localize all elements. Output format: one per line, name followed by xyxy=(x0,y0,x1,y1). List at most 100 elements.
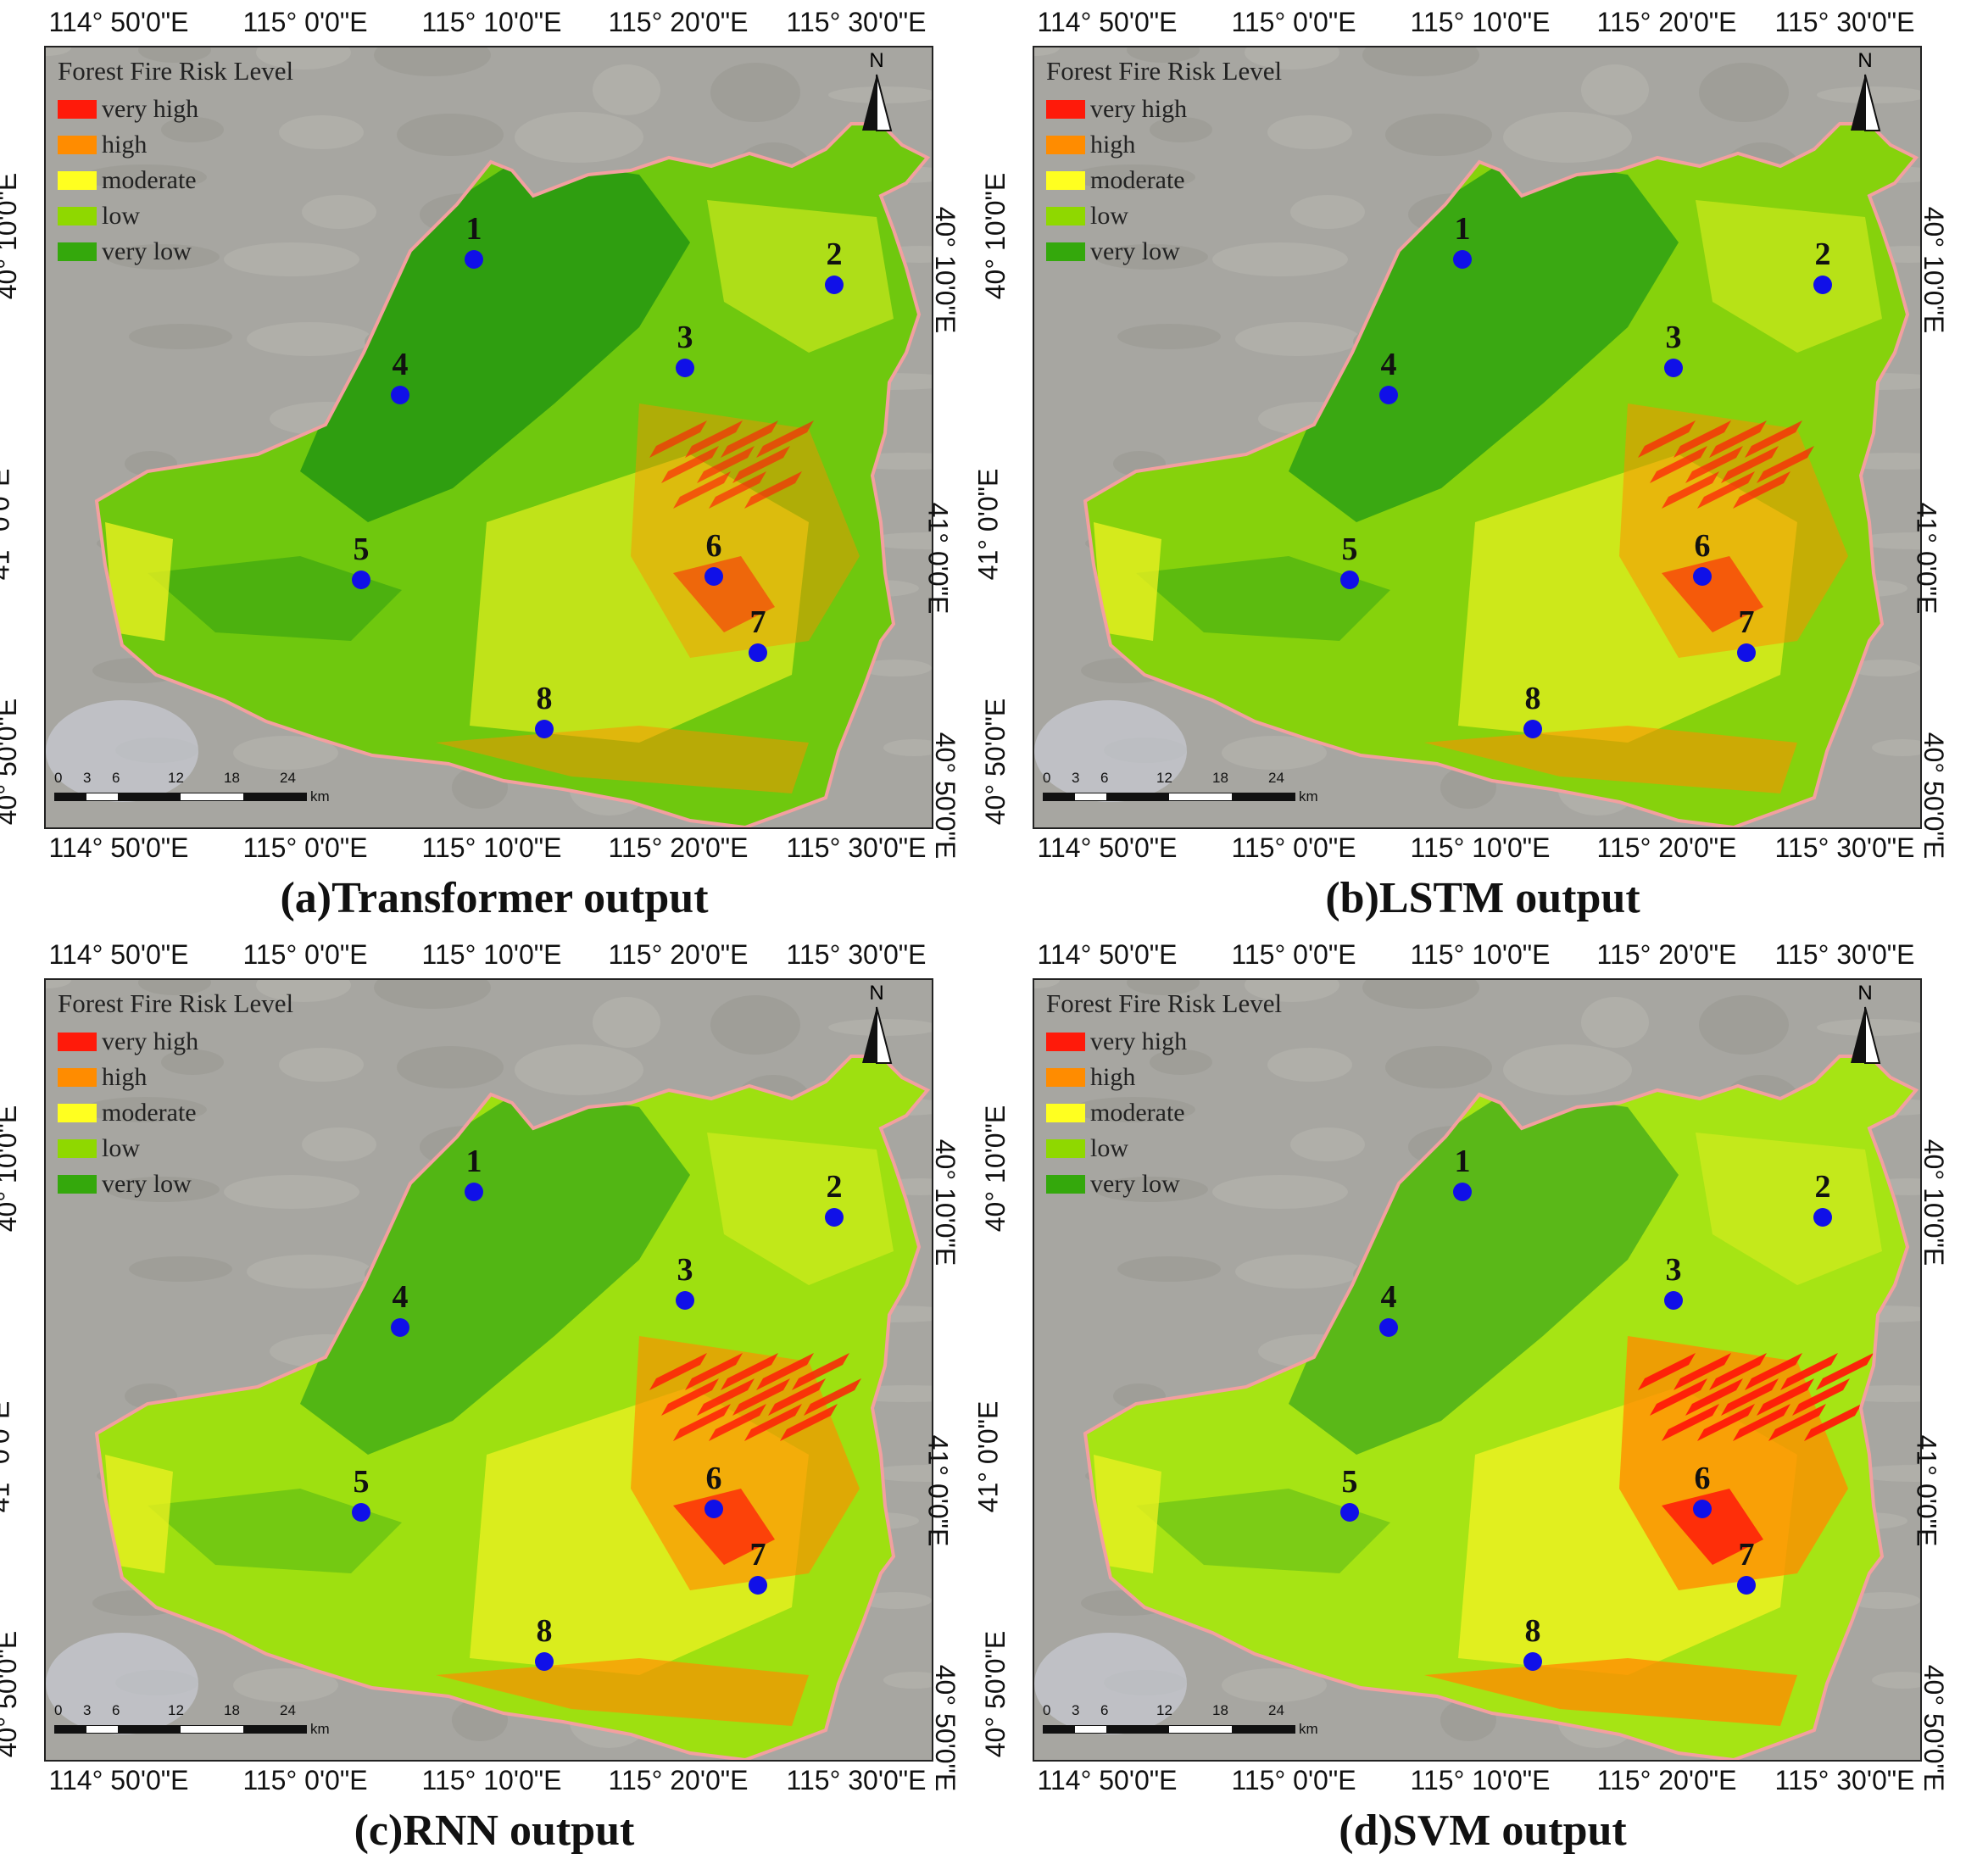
scale-tick: 6 xyxy=(1100,1702,1109,1718)
site-marker xyxy=(1813,1208,1832,1227)
legend-item-very-high: very high xyxy=(1046,1024,1282,1060)
scale-bar-graphic xyxy=(54,793,307,801)
legend-swatch xyxy=(58,1104,97,1122)
legend-swatch xyxy=(1046,1104,1085,1122)
scale-tick: 0 xyxy=(54,770,63,786)
site-label: 5 xyxy=(353,1464,370,1500)
risk-zone-very-high xyxy=(697,446,755,483)
site-label: 7 xyxy=(1738,1537,1755,1573)
site-label: 1 xyxy=(465,211,482,247)
legend-label: very low xyxy=(1090,237,1180,265)
legend-item-low: low xyxy=(58,198,293,234)
legend-item-very-high: very high xyxy=(58,92,293,127)
risk-zone-very-high xyxy=(1662,1489,1763,1565)
risk-zone-very-high xyxy=(1757,446,1814,483)
bottom-longitude-tick: 115° 20'0"E xyxy=(1596,1765,1737,1795)
legend-item-very-low: very low xyxy=(58,234,293,270)
terrain-texture xyxy=(1034,980,1060,988)
site-marker xyxy=(1340,1503,1359,1522)
risk-zone-very-high xyxy=(685,420,743,458)
terrain-texture xyxy=(1094,244,1208,270)
scale-bar-graphic xyxy=(1043,793,1295,801)
terrain-texture xyxy=(1581,997,1649,1048)
site-label: 1 xyxy=(1454,211,1471,247)
terrain-texture xyxy=(515,112,643,163)
risk-zone-very-high xyxy=(1721,446,1779,483)
north-arrow-icon: N xyxy=(1844,49,1886,137)
scale-tick: 3 xyxy=(83,770,92,786)
risk-zone-very-high xyxy=(1650,446,1707,483)
terrain-texture xyxy=(1385,114,1492,156)
site-label: 2 xyxy=(826,237,843,272)
terrain-texture xyxy=(1581,64,1649,115)
legend-label: very high xyxy=(1090,95,1188,123)
legend-item-low: low xyxy=(58,1131,293,1166)
top-longitude-tick: 115° 20'0"E xyxy=(608,939,749,970)
risk-zone-high xyxy=(436,1658,809,1726)
terrain-texture xyxy=(138,980,211,995)
risk-zone-very-high xyxy=(1662,556,1763,632)
terrain-texture xyxy=(46,980,71,988)
scale-tick: 0 xyxy=(54,1702,63,1718)
risk-zone-very-high xyxy=(744,471,802,509)
terrain-texture xyxy=(129,1256,232,1282)
side-latitude-tick: 40° 50'0"E xyxy=(980,698,1011,826)
legend: Forest Fire Risk Level very high high mo… xyxy=(1046,988,1282,1202)
legend-label: high xyxy=(1090,131,1136,159)
north-arrow-glyph xyxy=(1851,74,1881,131)
side-latitude-tick: 41° 0'0"E xyxy=(0,468,15,581)
site-marker xyxy=(749,1576,767,1595)
risk-zone-very-high xyxy=(661,446,719,483)
legend-label: moderate xyxy=(1090,1099,1185,1127)
scale-tick: 12 xyxy=(168,1702,184,1718)
site-label: 1 xyxy=(1454,1144,1471,1179)
bottom-longitude-tick: 115° 30'0"E xyxy=(786,1765,927,1795)
top-longitude-tick: 115° 10'0"E xyxy=(1410,939,1551,970)
side-latitude-tick: 40° 10'0"E xyxy=(0,1105,23,1233)
legend-label: low xyxy=(102,202,140,230)
terrain-texture xyxy=(883,1672,932,1689)
terrain-texture xyxy=(256,980,351,1002)
risk-zone-very-high xyxy=(673,556,775,632)
terrain-texture xyxy=(1072,1097,1195,1122)
scale-bar-graphic xyxy=(54,1725,307,1734)
risk-zone-very-high xyxy=(1662,1404,1719,1441)
risk-zone-very-high xyxy=(1733,471,1790,509)
site-label: 7 xyxy=(749,1537,766,1573)
site-marker xyxy=(465,1183,483,1201)
side-latitude-tick: 41° 0'0"E xyxy=(1911,1434,1942,1547)
top-longitude-tick: 115° 20'0"E xyxy=(1596,7,1737,37)
north-label: N xyxy=(1857,49,1873,72)
risk-zone-very-high xyxy=(744,1404,802,1441)
site-marker xyxy=(1453,250,1472,269)
risk-zone-very-high xyxy=(1685,1378,1743,1416)
risk-zone-very-high xyxy=(1816,1353,1874,1390)
legend-item-low: low xyxy=(1046,1131,1282,1166)
legend-swatch xyxy=(1046,1068,1085,1087)
legend-item-very-low: very low xyxy=(1046,1166,1282,1202)
risk-zone-moderate xyxy=(105,522,173,641)
legend-item-high: high xyxy=(1046,127,1282,163)
terrain-texture xyxy=(1222,1668,1327,1702)
terrain-texture xyxy=(302,195,376,229)
scale-tick: 18 xyxy=(224,1702,240,1718)
terrain-texture xyxy=(224,242,359,276)
side-latitude-tick: 40° 10'0"E xyxy=(1919,1138,1950,1266)
risk-zone-very-high xyxy=(673,1489,775,1565)
legend-item-moderate: moderate xyxy=(58,163,293,198)
legend-swatch xyxy=(58,100,97,119)
risk-zone-very-low xyxy=(1136,556,1390,641)
scale-tick: 12 xyxy=(1156,1702,1172,1718)
terrain-texture xyxy=(279,1048,364,1082)
risk-raster xyxy=(97,124,927,827)
panel-caption: (c)RNN output xyxy=(354,1806,635,1855)
terrain-texture xyxy=(1222,736,1327,770)
risk-zone-very-high xyxy=(1685,446,1743,483)
site-label: 8 xyxy=(1524,681,1541,716)
legend-item-high: high xyxy=(1046,1060,1282,1095)
legend-label: very low xyxy=(1090,1170,1180,1198)
site-label: 7 xyxy=(1738,604,1755,640)
legend-swatch xyxy=(58,207,97,225)
scale-tick: 6 xyxy=(112,1702,120,1718)
risk-zone-very-high xyxy=(1721,1378,1779,1416)
